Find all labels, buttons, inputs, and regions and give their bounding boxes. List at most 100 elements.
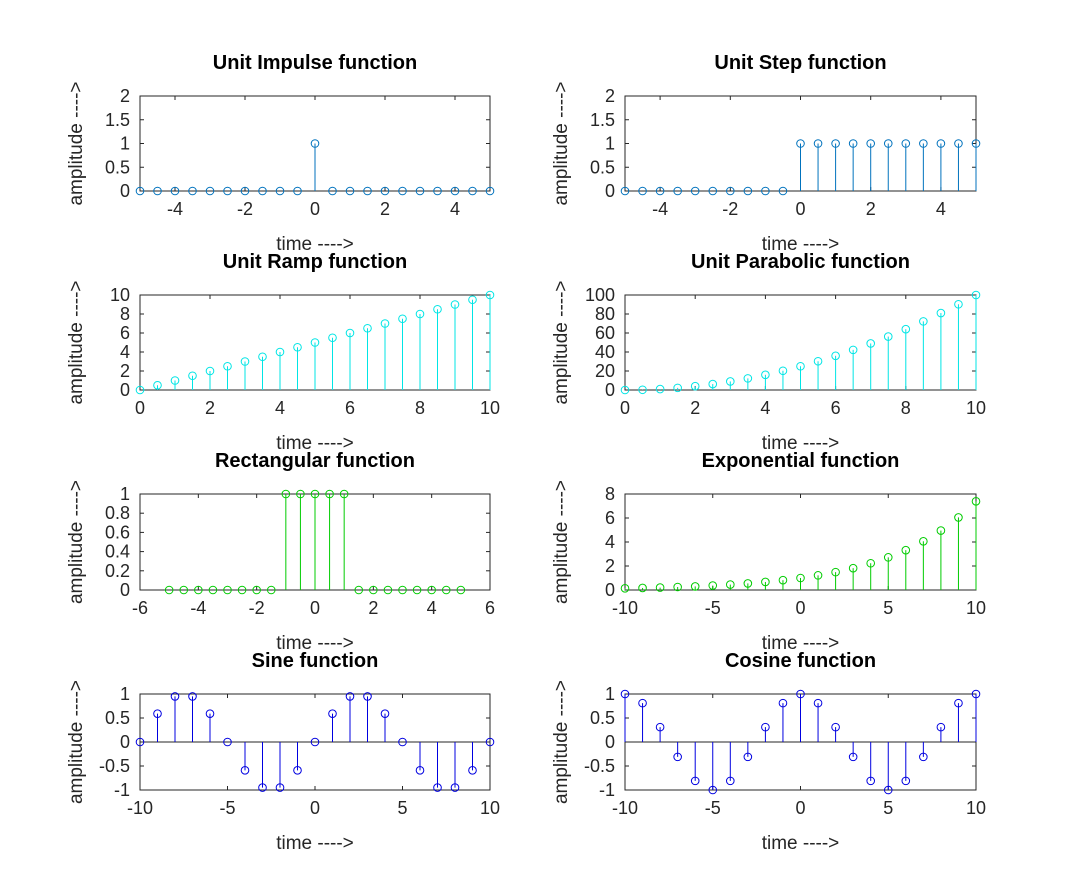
stem-marker <box>883 785 893 795</box>
stem-marker <box>954 139 963 148</box>
stem-marker <box>638 698 647 708</box>
stem-marker <box>954 698 963 708</box>
stem-marker <box>205 709 215 718</box>
y-tick-label: 0.6 <box>105 522 130 542</box>
stem-marker <box>708 379 718 389</box>
subplot-title: Cosine function <box>725 650 876 672</box>
stem-marker <box>919 317 928 326</box>
stem-marker <box>252 585 261 595</box>
stem-marker <box>690 776 700 786</box>
x-tick-label: 8 <box>901 398 911 418</box>
y-axis-label: amplitude ----> <box>551 81 572 205</box>
x-axis-label: time ----> <box>762 433 840 454</box>
stem-marker <box>761 577 770 587</box>
x-tick-label: 5 <box>397 798 407 818</box>
x-tick-label: 5 <box>883 598 893 618</box>
stem-marker <box>883 332 893 341</box>
stem-marker <box>708 186 718 196</box>
y-tick-label: 0.5 <box>590 708 615 728</box>
stem-marker <box>205 186 215 196</box>
x-tick-label: 10 <box>480 798 500 818</box>
y-tick-label: 6 <box>120 323 130 343</box>
stem-marker <box>673 582 682 592</box>
x-axis-label: time ----> <box>276 633 354 654</box>
stem-marker <box>971 689 981 699</box>
y-tick-label: 1 <box>120 684 130 704</box>
x-tick-label: 2 <box>866 199 876 219</box>
y-tick-label: 2 <box>605 86 615 106</box>
x-tick-label: -4 <box>167 199 183 219</box>
stem-marker <box>240 766 250 775</box>
y-tick-label: 0.8 <box>105 503 130 523</box>
stem-marker <box>866 776 876 786</box>
stem-marker <box>369 585 378 595</box>
x-tick-label: 4 <box>760 398 770 418</box>
y-tick-label: 0 <box>605 380 615 400</box>
x-tick-label: 6 <box>345 398 355 418</box>
stem-marker <box>673 752 682 762</box>
stem-marker <box>866 339 876 348</box>
y-axis-label: amplitude ----> <box>66 81 87 205</box>
stem-marker <box>778 575 788 585</box>
y-axis-label: amplitude ----> <box>66 280 87 404</box>
y-tick-label: 0.4 <box>105 542 130 562</box>
stem-marker <box>415 309 425 319</box>
stem-marker <box>813 139 823 148</box>
stem-marker <box>813 571 823 580</box>
y-tick-label: 0 <box>120 380 130 400</box>
stem-marker <box>743 374 753 383</box>
y-tick-label: 2 <box>605 556 615 576</box>
stem-marker <box>240 186 250 196</box>
stem-marker <box>188 186 197 196</box>
stem-marker <box>726 186 735 196</box>
x-tick-label: 0 <box>310 598 320 618</box>
stem-marker <box>726 377 735 386</box>
stem-marker <box>223 585 232 595</box>
stem-marker <box>485 737 495 747</box>
stem-marker <box>240 357 250 366</box>
y-tick-label: 2 <box>120 361 130 381</box>
x-tick-label: 10 <box>966 798 986 818</box>
subplot-title: Unit Impulse function <box>213 52 417 74</box>
stem-marker <box>258 186 267 196</box>
x-tick-label: -5 <box>705 598 721 618</box>
y-tick-label: 1 <box>120 484 130 504</box>
stem-marker <box>468 295 477 305</box>
stem-marker <box>310 338 320 347</box>
stem-marker <box>813 698 823 708</box>
stem-marker <box>813 356 823 366</box>
stem-marker <box>328 709 337 718</box>
y-tick-label: 60 <box>595 323 615 343</box>
x-tick-label: 4 <box>450 199 460 219</box>
stem-marker <box>345 186 355 196</box>
x-axis-label: time ----> <box>762 633 840 654</box>
x-tick-label: -6 <box>132 598 148 618</box>
stem-marker <box>919 752 928 762</box>
x-tick-label: 10 <box>966 398 986 418</box>
stem-marker <box>848 139 858 148</box>
stem-marker <box>415 766 425 775</box>
stem-marker <box>620 385 630 395</box>
x-axis-label: time ----> <box>762 833 840 854</box>
stem-marker <box>743 186 753 196</box>
stem-marker <box>188 371 197 381</box>
stem-marker <box>796 139 805 148</box>
stem-marker <box>433 304 442 314</box>
x-tick-label: -10 <box>127 798 153 818</box>
stem-marker <box>468 766 477 775</box>
y-tick-label: 0 <box>605 580 615 600</box>
stem-marker <box>237 585 247 595</box>
stem-marker <box>883 139 893 148</box>
stem-marker <box>354 585 364 595</box>
x-tick-label: 8 <box>415 398 425 418</box>
y-tick-label: 10 <box>110 285 130 305</box>
x-tick-label: 10 <box>480 398 500 418</box>
x-tick-label: -2 <box>237 199 253 219</box>
stem-marker <box>194 585 203 595</box>
x-tick-label: 2 <box>205 398 215 418</box>
x-axis-label: time ----> <box>762 234 840 255</box>
stem-marker <box>655 722 665 732</box>
stem-marker <box>205 366 215 376</box>
